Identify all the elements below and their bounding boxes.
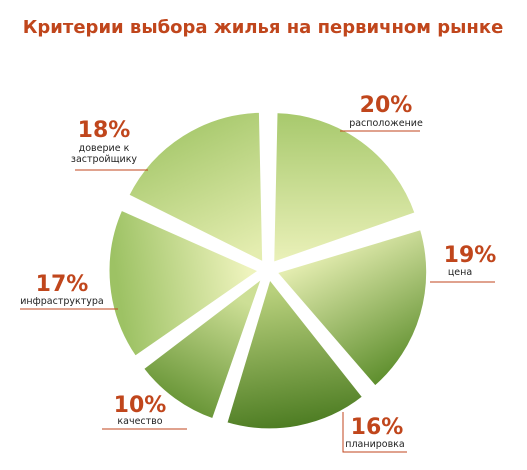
pie-slice xyxy=(125,109,266,266)
slice-value-label: 10% xyxy=(114,393,167,418)
slice-value-label: 16% xyxy=(351,415,404,440)
label-leader-line xyxy=(342,412,407,453)
slice-category-label: инфраструктура xyxy=(20,296,104,307)
slice-category-label: застройщику xyxy=(71,154,138,165)
slice-value-label: 17% xyxy=(36,272,89,297)
pie-slice xyxy=(271,110,419,266)
slice-labels: 20%расположение 19%цена 16%планировка 10%ка… xyxy=(20,93,497,453)
chart-title: Критерии выбора жилья на первичном рынке xyxy=(23,17,504,38)
pie-slices xyxy=(106,109,430,432)
slice-value-label: 18% xyxy=(78,118,131,143)
slice-category-label: качество xyxy=(117,416,162,427)
slice-category-label: планировка xyxy=(345,439,405,450)
pie-slice xyxy=(106,207,264,360)
slice-value-label: 20% xyxy=(360,93,413,118)
slice-value-label: 19% xyxy=(444,243,497,268)
pie-slice xyxy=(140,272,267,422)
slice-category-label: расположение xyxy=(349,118,423,129)
slice-category-label: цена xyxy=(448,267,472,278)
pie-slice xyxy=(223,274,366,432)
slice-category-label: доверие к xyxy=(79,143,130,154)
pie-slice xyxy=(273,226,430,390)
